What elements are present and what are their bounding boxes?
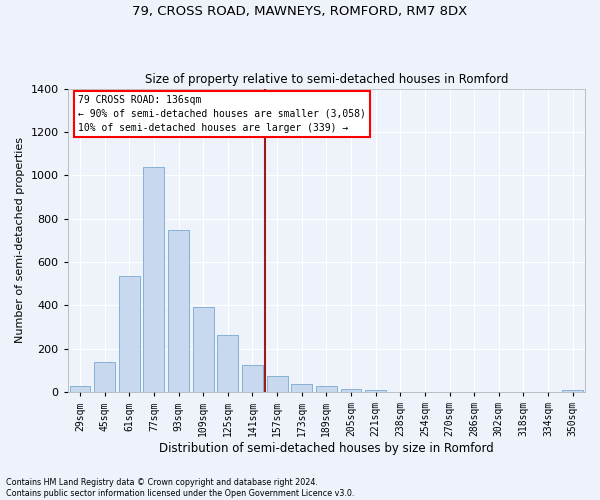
Bar [217, 334, 238, 392]
Bar [242, 365, 263, 392]
Bar [119, 276, 140, 392]
Bar [341, 389, 361, 392]
Bar [168, 230, 189, 392]
Text: 79, CROSS ROAD, MAWNEYS, ROMFORD, RM7 8DX: 79, CROSS ROAD, MAWNEYS, ROMFORD, RM7 8D… [133, 5, 467, 18]
Bar [316, 386, 337, 392]
Bar [291, 384, 312, 392]
Bar [193, 306, 214, 392]
Bar [70, 386, 91, 392]
Text: Contains HM Land Registry data © Crown copyright and database right 2024.
Contai: Contains HM Land Registry data © Crown c… [6, 478, 355, 498]
X-axis label: Distribution of semi-detached houses by size in Romford: Distribution of semi-detached houses by … [159, 442, 494, 455]
Bar [266, 376, 287, 392]
Bar [143, 166, 164, 392]
Title: Size of property relative to semi-detached houses in Romford: Size of property relative to semi-detach… [145, 73, 508, 86]
Bar [562, 390, 583, 392]
Y-axis label: Number of semi-detached properties: Number of semi-detached properties [15, 138, 25, 344]
Text: 79 CROSS ROAD: 136sqm
← 90% of semi-detached houses are smaller (3,058)
10% of s: 79 CROSS ROAD: 136sqm ← 90% of semi-deta… [78, 94, 366, 132]
Bar [94, 362, 115, 392]
Bar [365, 390, 386, 392]
